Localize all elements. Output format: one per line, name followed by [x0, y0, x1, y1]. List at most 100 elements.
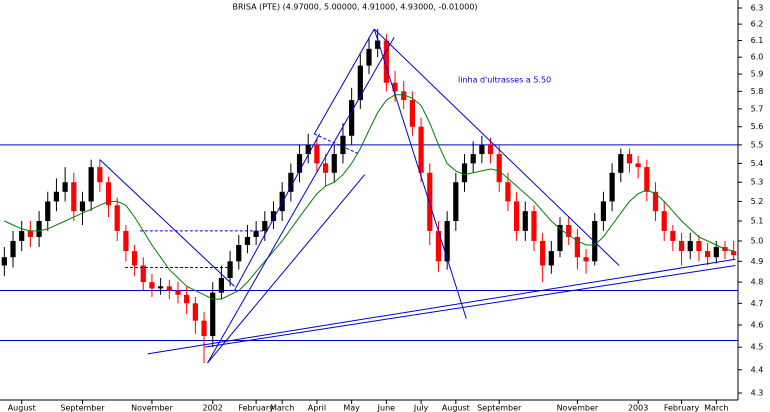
candle-body [626, 154, 633, 164]
candle-body [53, 191, 60, 202]
candle-body [166, 286, 172, 291]
candle-body [201, 320, 207, 337]
candle-body [522, 211, 528, 231]
candle-body [713, 247, 719, 258]
candle-body [670, 230, 676, 241]
y-tick-label: 5.4 [751, 159, 764, 168]
x-tick-label: April [308, 404, 326, 412]
y-tick-label: 6.1 [751, 36, 764, 45]
candle-body [540, 240, 546, 266]
y-tick-label: 5.1 [751, 217, 764, 226]
candle-body [496, 154, 502, 183]
candle-body [453, 182, 459, 222]
y-tick-label: 5.7 [751, 104, 764, 113]
candle-body [114, 205, 120, 231]
candle-body [479, 144, 485, 155]
candle-body [401, 91, 407, 101]
y-tick-label: 4.3 [751, 389, 764, 398]
candle-body [644, 167, 650, 192]
trend-line [314, 133, 360, 155]
candle-body [253, 230, 259, 237]
candle-body [288, 172, 294, 192]
trend-line [204, 264, 736, 348]
candle-body [218, 277, 225, 293]
candle-body [305, 144, 311, 155]
candle-body [557, 224, 563, 252]
candle-body [349, 100, 355, 136]
x-tick-label: September [60, 404, 105, 412]
candle-body [600, 201, 607, 222]
candle-body [513, 201, 520, 231]
candle-body [731, 251, 737, 256]
candle-body [392, 82, 398, 92]
candle-body [27, 230, 33, 237]
y-tick-label: 5.2 [751, 197, 764, 206]
candle-body [444, 221, 450, 262]
candle-body [357, 65, 363, 101]
candle-body [279, 191, 285, 212]
x-tick-label: March [270, 404, 294, 412]
y-tick-label: 4.9 [751, 257, 764, 266]
candle-body [236, 245, 242, 262]
candle-body [548, 251, 554, 266]
candle-body [62, 182, 68, 192]
trend-line [207, 36, 395, 364]
candle-body [71, 182, 77, 212]
x-tick-label: August [442, 404, 470, 412]
candle-body [574, 236, 580, 258]
candle-body [192, 303, 198, 321]
candle-body [97, 167, 103, 183]
x-tick-label: March [704, 404, 728, 412]
candle-body [635, 163, 641, 168]
chart-title: BRISA (PTE) (4.97000, 5.00000, 4.91000, … [232, 3, 477, 12]
trend-line [373, 28, 620, 266]
candle-body [175, 290, 181, 295]
candle-body [331, 154, 337, 173]
candle-body [409, 100, 416, 127]
candle-body [461, 163, 468, 183]
candle-body [227, 261, 233, 278]
candle-body [652, 191, 659, 212]
x-tick-label: November [557, 404, 599, 412]
y-tick-label: 5.8 [751, 87, 764, 96]
y-tick-label: 5.9 [751, 70, 764, 79]
candle-body [375, 40, 381, 49]
x-tick-label: 2003 [628, 404, 648, 412]
candle-body [270, 211, 277, 222]
trend-line [99, 159, 235, 287]
y-tick-label: 6.0 [751, 53, 764, 62]
y-tick-label: 5.6 [751, 122, 764, 131]
candle-body [435, 230, 442, 262]
candle-body [88, 167, 94, 202]
y-tick-label: 5.3 [751, 178, 764, 187]
x-tick-label: February [664, 404, 700, 412]
candle-body [105, 182, 112, 206]
x-tick-label: September [477, 404, 522, 412]
candle-body [36, 221, 42, 237]
candle-body [1, 257, 7, 266]
candle-body [184, 294, 190, 304]
candle-body [314, 144, 320, 164]
candle-body [19, 230, 25, 241]
y-tick-label: 4.7 [751, 299, 764, 308]
y-tick-label: 4.8 [751, 278, 764, 287]
candle-body [609, 172, 615, 202]
y-tick-label: 4.4 [751, 365, 764, 374]
candle-body [131, 251, 138, 266]
x-tick-label: May [343, 404, 360, 412]
candle-body [470, 154, 476, 164]
candle-body [427, 172, 433, 231]
candle-body [340, 135, 346, 155]
trend-line [207, 174, 366, 364]
annotation: linha d'ultrasses a 5.50 [458, 76, 551, 85]
candle-body [322, 163, 329, 173]
y-tick-label: 4.5 [751, 343, 764, 352]
x-tick-label: November [131, 404, 173, 412]
x-tick-label: July [413, 404, 429, 412]
candle-body [583, 257, 589, 262]
candle-body [696, 240, 702, 252]
y-tick-label: 4.6 [751, 321, 764, 330]
trend-line [147, 258, 736, 355]
candle-body [418, 126, 424, 173]
